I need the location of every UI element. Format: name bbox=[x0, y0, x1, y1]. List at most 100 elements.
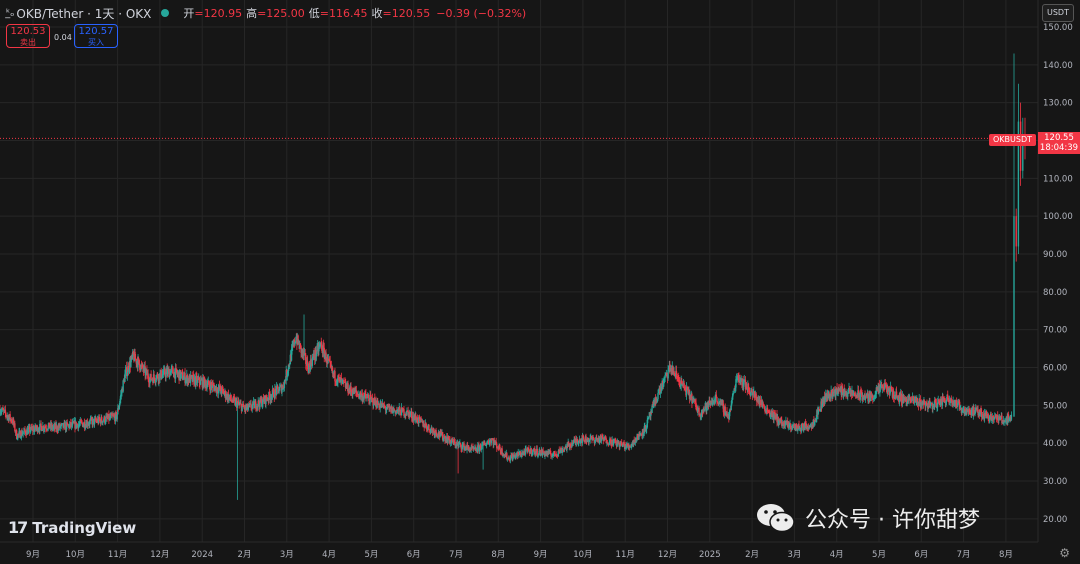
candle-body bbox=[773, 411, 775, 421]
candle-down bbox=[530, 447, 532, 457]
candle-down bbox=[441, 431, 444, 442]
candle-body bbox=[59, 424, 61, 428]
candle-down bbox=[181, 368, 184, 381]
candle-up bbox=[643, 432, 645, 439]
candle-up bbox=[124, 365, 127, 378]
candle-body bbox=[845, 390, 847, 396]
candle-body bbox=[130, 355, 133, 361]
candle-body bbox=[400, 407, 403, 416]
candle-up bbox=[609, 436, 611, 446]
candle-up bbox=[27, 424, 30, 434]
candle-body bbox=[506, 458, 509, 460]
candle-body bbox=[508, 457, 510, 461]
candle-body bbox=[443, 436, 445, 439]
candle-body bbox=[563, 447, 566, 450]
candle-body bbox=[609, 438, 612, 440]
candle-down bbox=[405, 413, 407, 419]
candle-body bbox=[673, 371, 675, 374]
candle-body bbox=[409, 413, 412, 415]
candle-body bbox=[921, 402, 923, 406]
candle-body bbox=[117, 408, 119, 415]
candle-down bbox=[909, 396, 911, 403]
candle-up bbox=[814, 417, 816, 426]
candle-down bbox=[423, 420, 425, 432]
candle-body bbox=[687, 387, 689, 389]
candle-body bbox=[551, 455, 553, 458]
candle-body bbox=[386, 408, 388, 410]
candle-body bbox=[961, 410, 964, 412]
candle-body bbox=[428, 429, 431, 431]
candle-body bbox=[331, 367, 334, 374]
candle-body bbox=[259, 397, 261, 408]
candle-body bbox=[206, 382, 209, 386]
candle-body bbox=[159, 373, 161, 380]
candle-body bbox=[60, 424, 62, 427]
candle-body bbox=[272, 389, 275, 398]
candle-body bbox=[523, 451, 525, 453]
candle-body bbox=[395, 411, 397, 414]
candle-up bbox=[39, 420, 41, 434]
candle-body bbox=[700, 415, 702, 417]
candle-body bbox=[356, 393, 359, 395]
candle-body bbox=[294, 341, 297, 343]
candle-down bbox=[692, 397, 694, 402]
candle-body bbox=[814, 419, 817, 421]
candle-body bbox=[569, 444, 572, 447]
candle-body bbox=[240, 403, 242, 405]
candle-up bbox=[537, 454, 539, 459]
candle-body bbox=[916, 397, 919, 404]
candle-body bbox=[48, 422, 51, 429]
candle-body bbox=[21, 433, 24, 436]
candle-body bbox=[626, 443, 629, 446]
candle-up bbox=[933, 396, 936, 410]
candle-down bbox=[480, 443, 482, 452]
candle-body bbox=[330, 362, 332, 366]
candle-up bbox=[228, 394, 230, 403]
candle-body bbox=[867, 392, 869, 402]
candle-up bbox=[161, 377, 163, 380]
candle-body bbox=[844, 391, 846, 393]
candle-body bbox=[318, 345, 321, 347]
candle-body bbox=[363, 396, 365, 400]
candle-body bbox=[139, 364, 141, 370]
candle-body bbox=[869, 393, 872, 401]
candle-down bbox=[127, 362, 130, 376]
candle-body bbox=[221, 387, 224, 389]
candle-body bbox=[22, 432, 24, 434]
candle-body bbox=[681, 380, 683, 385]
candle-body bbox=[884, 382, 886, 386]
candle-body bbox=[594, 440, 596, 444]
candle-body bbox=[645, 429, 647, 432]
candle-body bbox=[124, 373, 126, 382]
candle-body bbox=[447, 439, 449, 443]
candle-body bbox=[892, 390, 895, 398]
candle-body bbox=[155, 375, 158, 381]
candle-down bbox=[642, 428, 644, 437]
candle-down bbox=[377, 397, 379, 406]
candle-body bbox=[408, 412, 411, 418]
candle-body bbox=[549, 450, 552, 454]
candle-down bbox=[5, 411, 7, 420]
candle-down bbox=[335, 378, 337, 386]
candle-up bbox=[71, 418, 74, 429]
candle-body bbox=[643, 433, 645, 435]
candle-down bbox=[761, 398, 763, 408]
candle-body bbox=[368, 397, 370, 401]
candle-body bbox=[937, 399, 939, 403]
candle-body bbox=[676, 377, 679, 379]
candle-up bbox=[283, 387, 285, 392]
candle-body bbox=[43, 427, 46, 429]
candle-up bbox=[630, 443, 632, 450]
candle-down bbox=[944, 396, 946, 404]
candle-body bbox=[453, 440, 456, 443]
candle-body bbox=[407, 410, 409, 413]
candle-body bbox=[667, 370, 669, 379]
candle-body bbox=[375, 400, 377, 407]
candle-body bbox=[250, 403, 252, 409]
candle-up bbox=[89, 415, 92, 425]
candle-body bbox=[754, 396, 756, 398]
candle-body bbox=[785, 420, 788, 423]
candle-body bbox=[21, 431, 23, 436]
candle-body bbox=[591, 436, 594, 440]
